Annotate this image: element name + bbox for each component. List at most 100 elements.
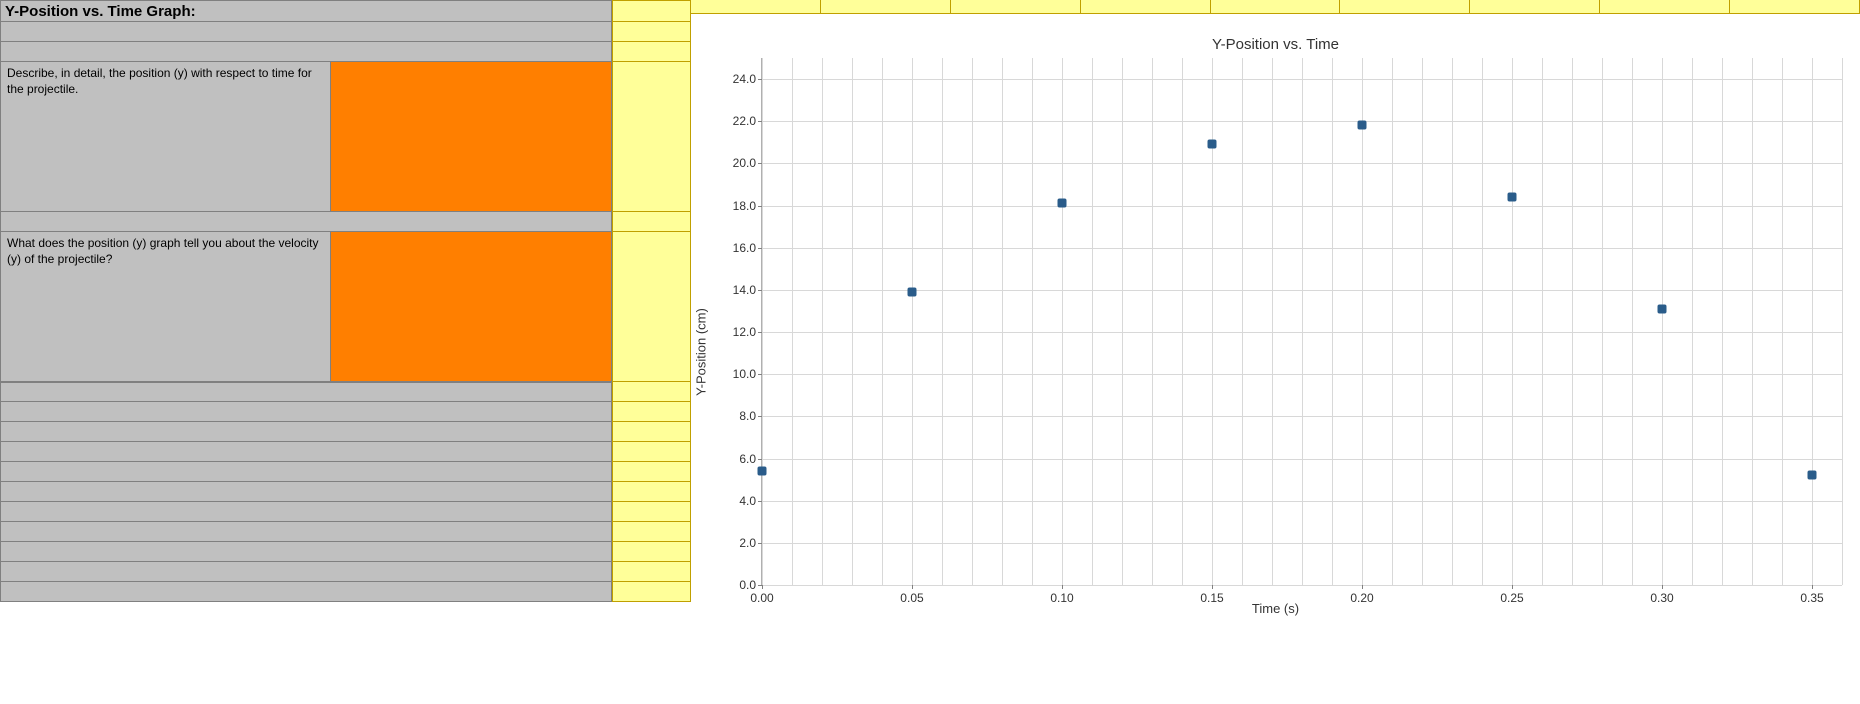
question-text: What does the position (y) graph tell yo… [1, 232, 331, 381]
gridline [972, 58, 973, 585]
question-row-1: Describe, in detail, the position (y) wi… [0, 62, 612, 212]
gridline [1662, 58, 1663, 585]
answer-cell[interactable] [331, 62, 611, 211]
y-tick-label: 16.0 [733, 241, 762, 255]
x-tick-label: 0.05 [900, 585, 923, 605]
blank-row [0, 522, 612, 542]
y-tick-label: 10.0 [733, 367, 762, 381]
chart-area: Y-Position vs. Time Y-Position (cm) Time… [691, 0, 1860, 704]
yellow-cell [612, 62, 691, 212]
gridline [882, 58, 883, 585]
answer-cell[interactable] [331, 232, 611, 381]
yellow-cell [612, 522, 691, 542]
gridline [1002, 58, 1003, 585]
blank-row [0, 462, 612, 482]
blank-row [0, 22, 612, 42]
gridline [1092, 58, 1093, 585]
gridline [822, 58, 823, 585]
gridline [1302, 58, 1303, 585]
yellow-cell [612, 22, 691, 42]
blank-row [0, 562, 612, 582]
gridline [1332, 58, 1333, 585]
question-row-2: What does the position (y) graph tell yo… [0, 232, 612, 382]
x-axis-label: Time (s) [1252, 601, 1299, 616]
yellow-cell [612, 562, 691, 582]
gridline [1242, 58, 1243, 585]
gridline [1482, 58, 1483, 585]
yellow-cell [612, 502, 691, 522]
question-text: Describe, in detail, the position (y) wi… [1, 62, 331, 211]
gridline [1752, 58, 1753, 585]
blank-row [0, 442, 612, 462]
gridline [762, 58, 763, 585]
blank-row [0, 542, 612, 562]
yellow-cell [612, 0, 691, 22]
x-tick-label: 0.00 [750, 585, 773, 605]
y-tick-label: 20.0 [733, 156, 762, 170]
x-tick-label: 0.30 [1650, 585, 1673, 605]
section-header: Y-Position vs. Time Graph: [0, 0, 612, 22]
data-point [1208, 140, 1217, 149]
gridline [762, 585, 1842, 586]
x-tick-label: 0.15 [1200, 585, 1223, 605]
yellow-cell [612, 402, 691, 422]
yellow-cell [612, 232, 691, 382]
gridline [1182, 58, 1183, 585]
y-tick-label: 24.0 [733, 72, 762, 86]
yellow-cell [1600, 0, 1730, 14]
yellow-cell [612, 442, 691, 462]
x-tick-label: 0.20 [1350, 585, 1373, 605]
gridline [1212, 58, 1213, 585]
data-point [1508, 193, 1517, 202]
blank-row [0, 502, 612, 522]
yellow-cell [821, 0, 951, 14]
chart-title: Y-Position vs. Time [1212, 36, 1339, 53]
gridline [1062, 58, 1063, 585]
blank-row [0, 422, 612, 442]
blank-row [0, 582, 612, 602]
yellow-cell [1081, 0, 1211, 14]
y-tick-label: 4.0 [739, 494, 762, 508]
gridline [1032, 58, 1033, 585]
y-tick-label: 6.0 [739, 452, 762, 466]
gridline [1512, 58, 1513, 585]
yellow-cell [612, 42, 691, 62]
gridline [1422, 58, 1423, 585]
yellow-cell [612, 462, 691, 482]
gridline [1152, 58, 1153, 585]
data-point [758, 467, 767, 476]
y-tick-label: 8.0 [739, 409, 762, 423]
yellow-cell [691, 0, 821, 14]
y-tick-label: 14.0 [733, 283, 762, 297]
y-tick-label: 12.0 [733, 325, 762, 339]
x-tick-label: 0.25 [1500, 585, 1523, 605]
yellow-cell [1470, 0, 1600, 14]
gridline [1392, 58, 1393, 585]
gridline [1542, 58, 1543, 585]
yellow-cell [612, 482, 691, 502]
yellow-cell [612, 382, 691, 402]
yellow-cell [1211, 0, 1341, 14]
gridline [912, 58, 913, 585]
data-point [1658, 304, 1667, 313]
gridline [1122, 58, 1123, 585]
yellow-cell [612, 542, 691, 562]
gridline [852, 58, 853, 585]
blank-row [0, 402, 612, 422]
gridline [1272, 58, 1273, 585]
gridline [1842, 58, 1843, 585]
blank-row [0, 382, 612, 402]
gridline [1362, 58, 1363, 585]
gridline [1812, 58, 1813, 585]
left-panel: Y-Position vs. Time Graph: Describe, in … [0, 0, 612, 704]
yellow-cell [612, 582, 691, 602]
gridline [1692, 58, 1693, 585]
yellow-column [612, 0, 691, 704]
gridline [1632, 58, 1633, 585]
gridline [1782, 58, 1783, 585]
x-tick-label: 0.10 [1050, 585, 1073, 605]
yellow-cell [612, 212, 691, 232]
gridline [942, 58, 943, 585]
gridline [1722, 58, 1723, 585]
blank-row [0, 482, 612, 502]
